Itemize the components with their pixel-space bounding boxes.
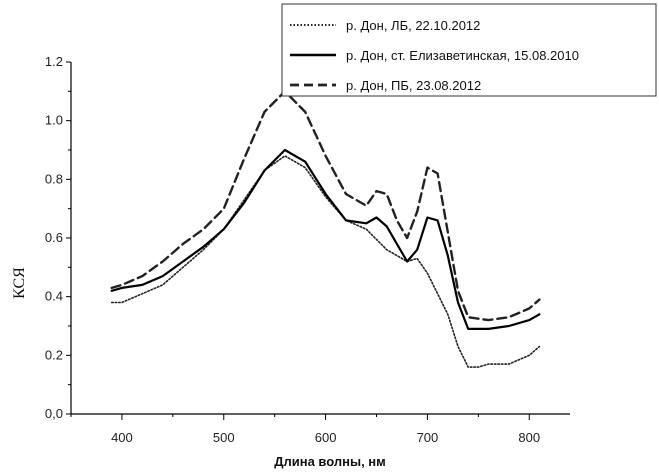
axes: 0,0 0.2 0.4 0.6 0.8 1.0 1.2 400 500 600 700 800 <box>45 54 570 445</box>
y-tick-label: 1.2 <box>45 54 63 69</box>
y-axis-title: КСЯ <box>11 267 28 299</box>
x-tick-label: 500 <box>213 430 235 445</box>
legend: р. Дон, ЛБ, 22.10.2012 р. Дон, ст. Елизав… <box>281 3 657 97</box>
x-tick-label: 400 <box>111 430 133 445</box>
series-line-1 <box>110 155 541 368</box>
y-tick-label: 0.8 <box>45 171 63 186</box>
y-tick-label: 0.6 <box>45 230 63 245</box>
series-line-2 <box>110 148 541 330</box>
y-tick-label: 1.0 <box>45 113 63 128</box>
y-tick-label: 0.4 <box>45 289 63 304</box>
series-lines <box>110 90 541 368</box>
x-axis-title: Длина волны, нм <box>274 454 386 469</box>
series-line-3 <box>110 90 541 322</box>
y-tick-label: 0,0 <box>45 406 63 421</box>
x-tick-label: 700 <box>417 430 439 445</box>
y-tick-label: 0.2 <box>45 347 63 362</box>
legend-box <box>281 3 657 97</box>
legend-label-2: р. Дон, ст. Елизаветинская, 15.08.2010 <box>346 48 579 63</box>
x-tick-label: 600 <box>315 430 337 445</box>
legend-label-3: р. Дон, ПБ, 23.08.2012 <box>346 78 481 93</box>
x-tick-label: 800 <box>518 430 540 445</box>
legend-label-1: р. Дон, ЛБ, 22.10.2012 <box>346 18 480 33</box>
